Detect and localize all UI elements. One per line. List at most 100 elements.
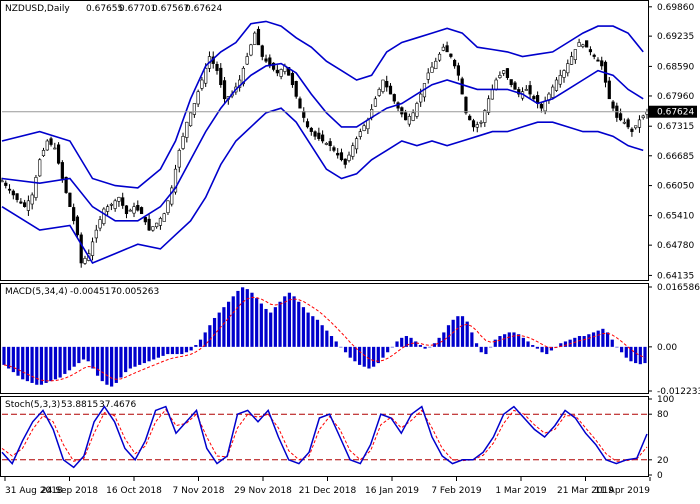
- candle-body: [622, 121, 626, 124]
- macd-histogram-bar: [311, 316, 315, 347]
- macd-histogram-bar: [7, 346, 11, 369]
- macd-histogram-bar: [110, 346, 114, 387]
- price-ytick-label: 0.67315: [657, 122, 694, 132]
- candle-body: [377, 89, 381, 96]
- macd-histogram-bar: [35, 346, 39, 385]
- candle-body: [309, 127, 313, 132]
- macd-histogram-bar: [67, 346, 72, 371]
- candle-body: [128, 209, 132, 212]
- macd-histogram-bar: [372, 346, 376, 367]
- macd-histogram-bar: [259, 303, 263, 347]
- macd-histogram-bar: [540, 346, 544, 353]
- candle-body: [407, 116, 411, 125]
- candle-body: [294, 81, 298, 97]
- macd-histogram-bar: [86, 346, 90, 362]
- candle-body: [200, 79, 204, 89]
- price-ytick-label: 0.69235: [657, 32, 694, 42]
- candle-body: [75, 216, 80, 236]
- candle-body: [385, 81, 389, 88]
- candle-body: [4, 182, 8, 186]
- macd-histogram-bar: [124, 346, 128, 373]
- macd-histogram-bar: [348, 346, 352, 358]
- candle-body: [298, 98, 302, 109]
- candle-body: [600, 60, 604, 67]
- candle-body: [645, 111, 649, 115]
- macd-panel-frame: [0, 283, 649, 394]
- macd-histogram-bar: [353, 346, 357, 362]
- candle-body: [336, 152, 340, 156]
- candle-body: [155, 222, 159, 228]
- macd-ytick-label: 0.00: [657, 343, 677, 353]
- price-ytick-label: 0.69860: [657, 3, 694, 13]
- macd-histogram-bar: [395, 341, 399, 347]
- macd-histogram-bar: [545, 346, 549, 355]
- macd-histogram-bar: [250, 292, 254, 347]
- candle-body: [256, 28, 261, 46]
- candle-body: [441, 46, 445, 51]
- candle-body: [328, 141, 332, 146]
- macd-histogram-bar: [81, 346, 86, 360]
- bollinger-upper: [1, 20, 644, 189]
- macd-histogram-bar: [208, 325, 212, 347]
- macd-histogram-bar: [456, 316, 460, 347]
- candle-body: [147, 218, 151, 231]
- candle-body: [490, 89, 494, 100]
- xtick-label: 29 Nov 2018: [234, 486, 292, 496]
- macd-histogram-bar: [128, 346, 132, 369]
- candle-body: [400, 107, 404, 115]
- macd-histogram-bar: [605, 332, 610, 347]
- macd-histogram-bar: [63, 346, 67, 374]
- macd-histogram-bar: [587, 334, 591, 347]
- macd-histogram-bar: [91, 346, 95, 369]
- candle-body: [430, 66, 434, 73]
- candle-body: [192, 103, 196, 115]
- macd-histogram-bar: [189, 346, 193, 351]
- candle-body: [158, 218, 163, 226]
- xtick-label: 16 Oct 2018: [106, 486, 162, 496]
- candle-body: [290, 72, 295, 85]
- macd-histogram-bar: [596, 330, 600, 347]
- macd-histogram-bar: [198, 339, 203, 347]
- candle-body: [351, 145, 355, 157]
- xtick-label: 1 Mar 2019: [495, 486, 547, 496]
- macd-histogram-bar: [526, 341, 530, 347]
- candle-body: [249, 44, 253, 56]
- macd-histogram-bar: [629, 346, 633, 362]
- candle-body: [19, 201, 23, 204]
- candle-body: [562, 70, 566, 78]
- candle-body: [502, 70, 506, 74]
- stoch-ytick-label: 100: [657, 395, 674, 405]
- candle-body: [302, 111, 306, 118]
- macd-histogram-bar: [142, 346, 146, 364]
- candle-body: [611, 101, 615, 109]
- macd-histogram-bar: [334, 341, 338, 347]
- candle-body: [456, 65, 461, 76]
- candle-body: [498, 75, 502, 78]
- candle-body: [483, 110, 487, 123]
- macd-histogram-bar: [292, 296, 296, 347]
- candle-body: [143, 216, 147, 223]
- candle-body: [509, 79, 513, 85]
- macd-histogram-bar: [105, 346, 109, 385]
- candle-body: [392, 94, 396, 102]
- candle-body: [185, 121, 189, 138]
- candle-body: [30, 194, 34, 205]
- candle-body: [83, 257, 87, 264]
- macd-histogram-bar: [30, 346, 34, 383]
- candle-body: [626, 119, 630, 128]
- macd-histogram-bar: [601, 328, 605, 347]
- candle-body: [618, 113, 623, 121]
- macd-histogram-bar: [119, 346, 123, 378]
- candle-body: [415, 103, 419, 117]
- candle-body: [381, 79, 385, 92]
- price-ytick-label: 0.64780: [657, 241, 694, 251]
- macd-histogram-bar: [184, 346, 189, 353]
- macd-histogram-bar: [568, 339, 572, 347]
- candle-body: [170, 187, 174, 205]
- xtick-label: 7 Nov 2018: [173, 486, 225, 496]
- macd-histogram-bar: [212, 317, 217, 347]
- stoch-panel-frame: [0, 396, 649, 477]
- candle-body: [358, 131, 362, 137]
- candle-body: [72, 207, 76, 222]
